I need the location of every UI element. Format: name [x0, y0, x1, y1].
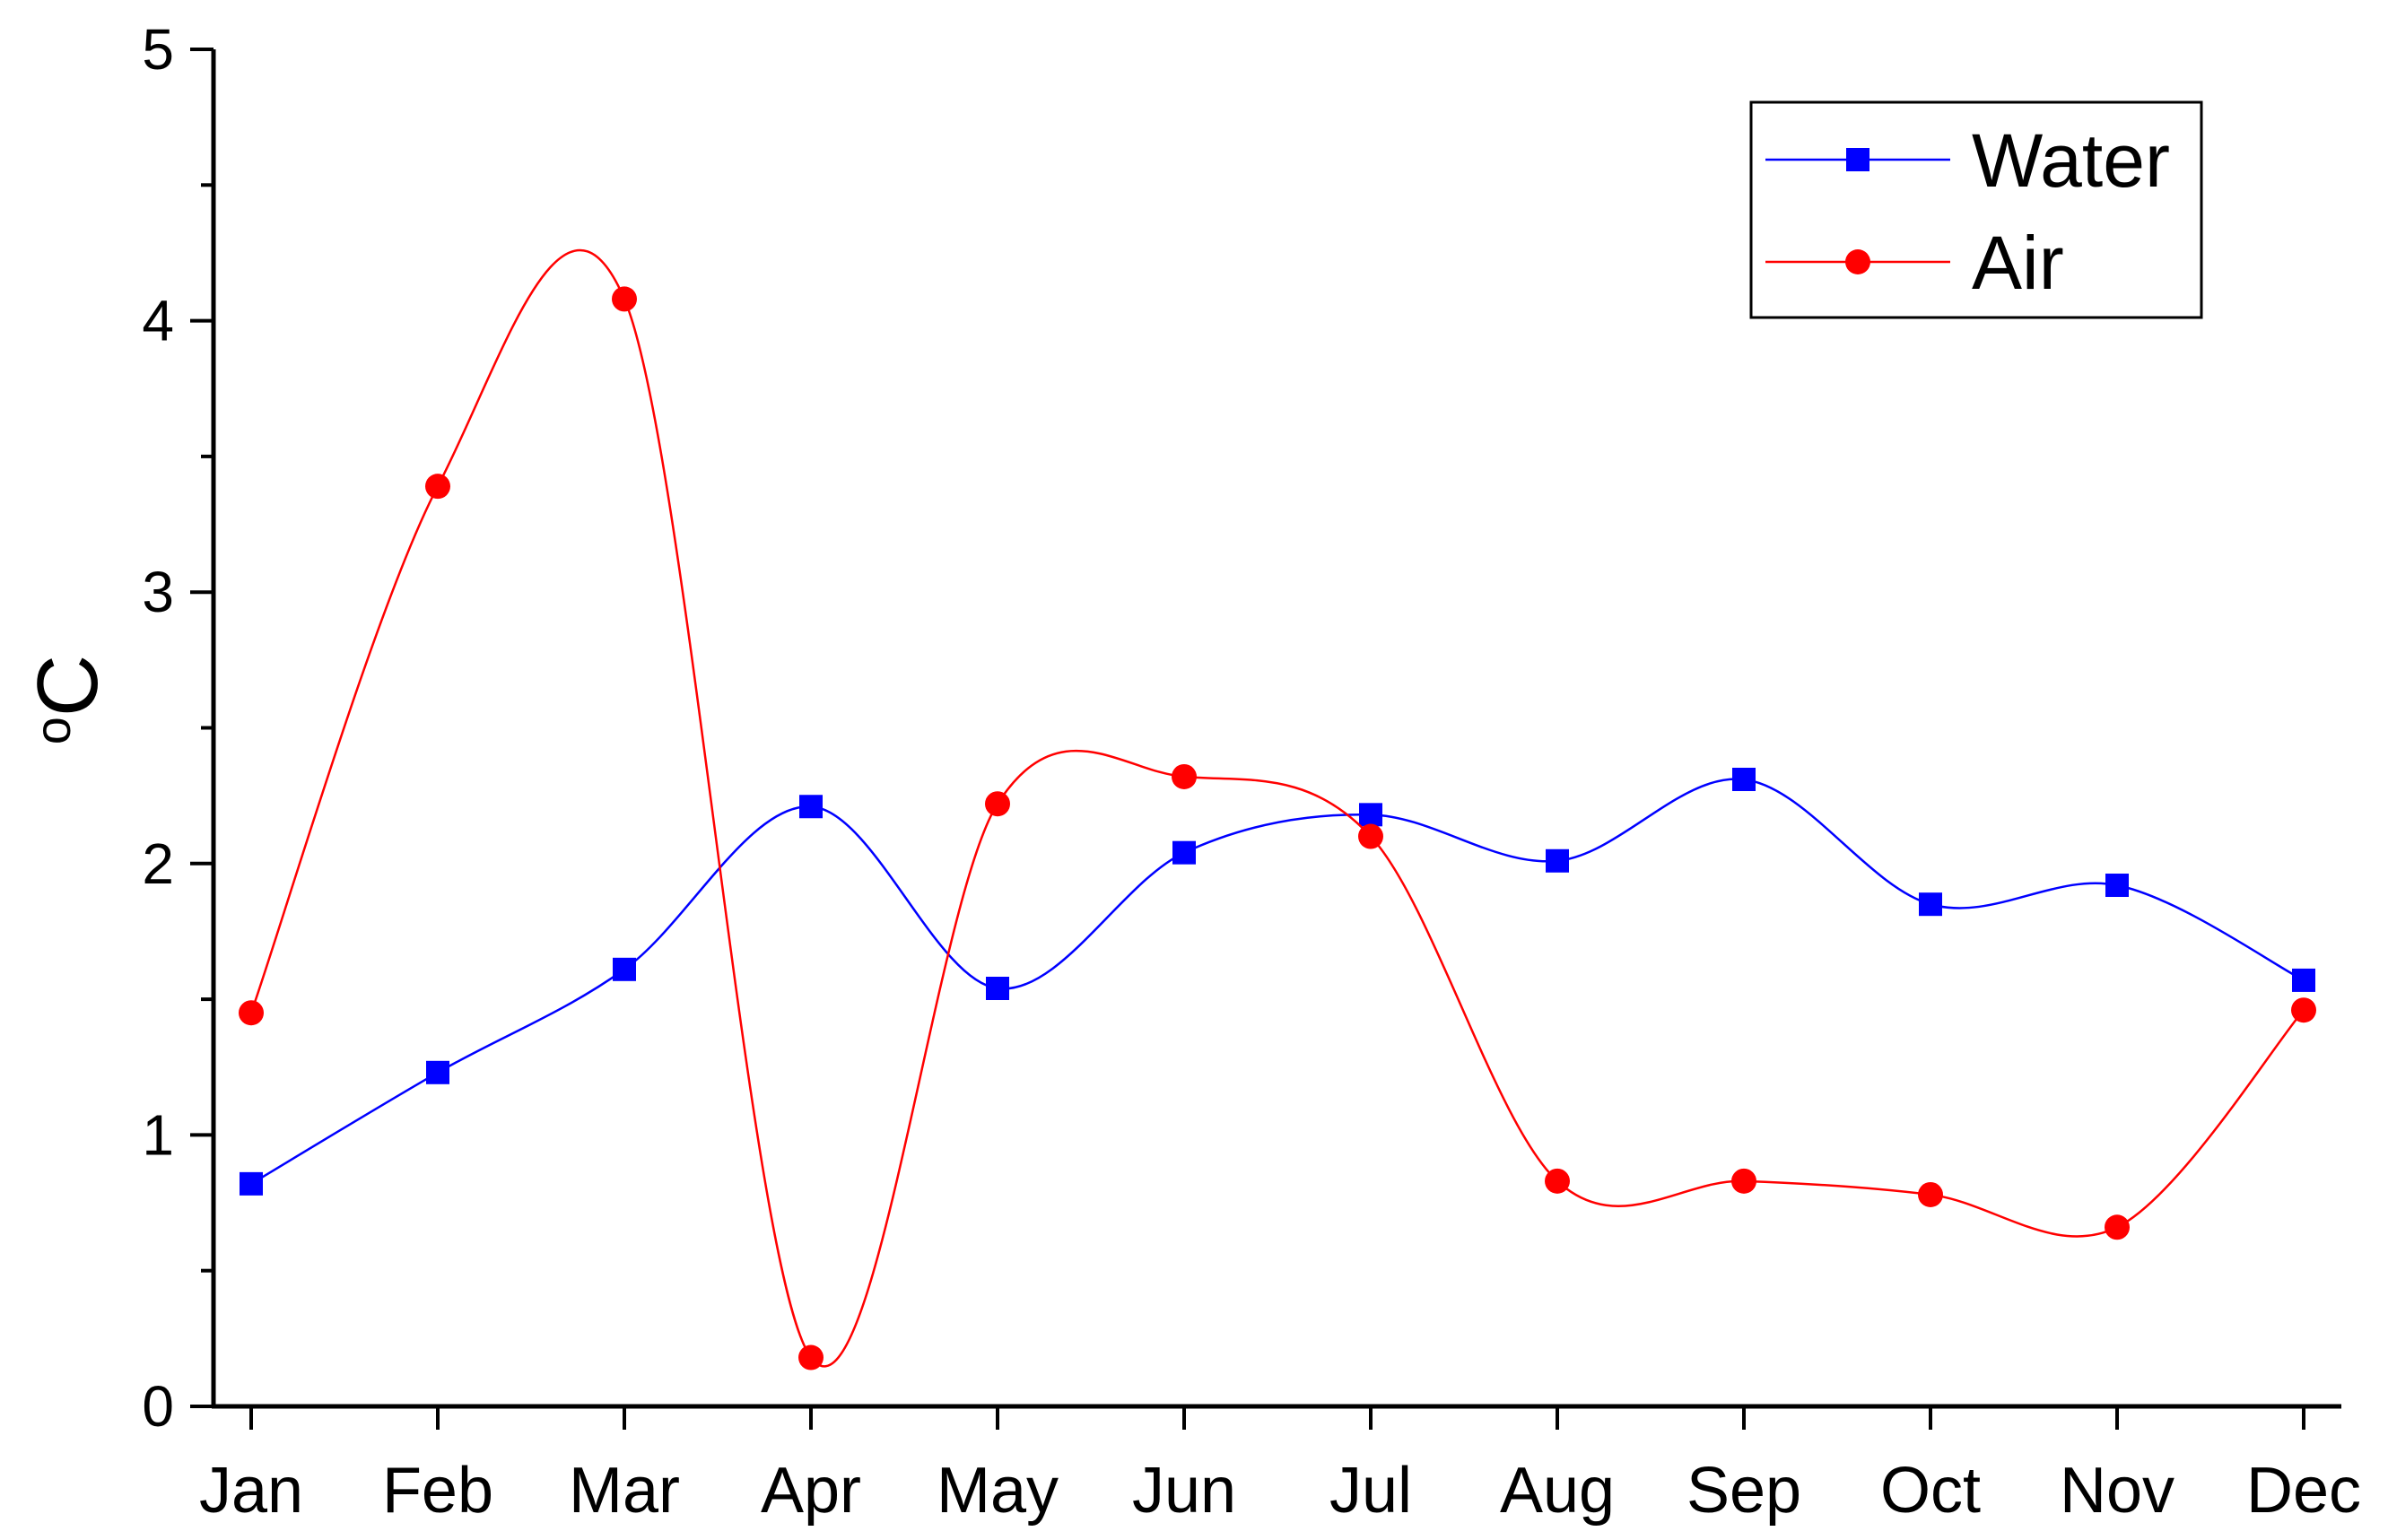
- series-water-line: [250, 778, 2305, 1185]
- series-water-point: [2105, 874, 2129, 898]
- series-water-point: [613, 957, 636, 981]
- y-tick-label: 0: [142, 1374, 174, 1439]
- x-tick-label: Sep: [1686, 1455, 1801, 1527]
- series-air: [239, 248, 2316, 1370]
- series-water-point: [986, 976, 1009, 1000]
- x-tick-label: Jan: [199, 1455, 303, 1527]
- legend-water-label: Water: [1972, 118, 2170, 203]
- series-water-point: [799, 795, 823, 819]
- series-water-point: [1172, 840, 1196, 865]
- series-air-point: [1918, 1181, 1943, 1207]
- legend-air-label: Air: [1972, 221, 2064, 305]
- series-water-point: [1732, 767, 1756, 791]
- x-tick-label: Oct: [1880, 1455, 1981, 1527]
- series-air-point: [1172, 763, 1197, 789]
- series-water-point: [426, 1060, 449, 1084]
- y-tick-label: 4: [142, 289, 174, 353]
- x-tick-label: Jul: [1329, 1455, 1412, 1527]
- series-air-point: [1731, 1168, 1756, 1194]
- legend-air-marker: [1845, 249, 1870, 274]
- series-layer: [239, 248, 2316, 1370]
- y-tick-label: 1: [142, 1102, 174, 1167]
- x-tick-label: Nov: [2060, 1455, 2174, 1527]
- x-tick-label: May: [937, 1455, 1059, 1527]
- y-tick-label: 2: [142, 831, 174, 896]
- series-air-point: [985, 791, 1010, 817]
- y-axis-label-unit: C: [20, 655, 116, 717]
- x-tick-label: Dec: [2246, 1455, 2361, 1527]
- series-water-point: [240, 1171, 263, 1196]
- legend: Water Air: [1749, 100, 2203, 319]
- x-tick-label: Aug: [1500, 1455, 1615, 1527]
- legend-item-water: Water: [1765, 118, 2170, 203]
- x-tick-label: Feb: [382, 1455, 493, 1527]
- y-axis-label-degree: o: [24, 717, 81, 744]
- series-water-point: [1546, 848, 1569, 873]
- legend-water-marker: [1846, 148, 1869, 171]
- x-tick-label: Apr: [761, 1455, 861, 1527]
- y-tick-label: 5: [142, 17, 174, 82]
- axes: 0 1 2 3 4 5 Jan Feb Mar Apr May Jun Jul Aug Sep Oct Nov D…: [142, 17, 2361, 1527]
- x-tick-label: Jun: [1132, 1455, 1236, 1527]
- series-air-point: [612, 286, 637, 312]
- series-air-point: [2291, 997, 2316, 1023]
- series-water-point: [2292, 968, 2315, 992]
- series-air-point: [2105, 1214, 2130, 1240]
- series-water: [240, 767, 2315, 1196]
- series-air-point: [1545, 1168, 1570, 1194]
- series-air-line: [249, 248, 2305, 1368]
- series-water-point: [1919, 892, 1942, 917]
- x-tick-label: Mar: [569, 1455, 680, 1527]
- legend-item-air: Air: [1765, 221, 2064, 305]
- series-air-point: [425, 474, 450, 500]
- series-air-point: [798, 1344, 824, 1370]
- series-water-point: [1359, 803, 1382, 827]
- legend-box: [1749, 100, 2203, 319]
- y-axis-label: oC: [20, 655, 116, 744]
- series-air-point: [239, 1000, 264, 1026]
- y-tick-label: 3: [142, 560, 174, 624]
- series-air-point: [1358, 823, 1383, 849]
